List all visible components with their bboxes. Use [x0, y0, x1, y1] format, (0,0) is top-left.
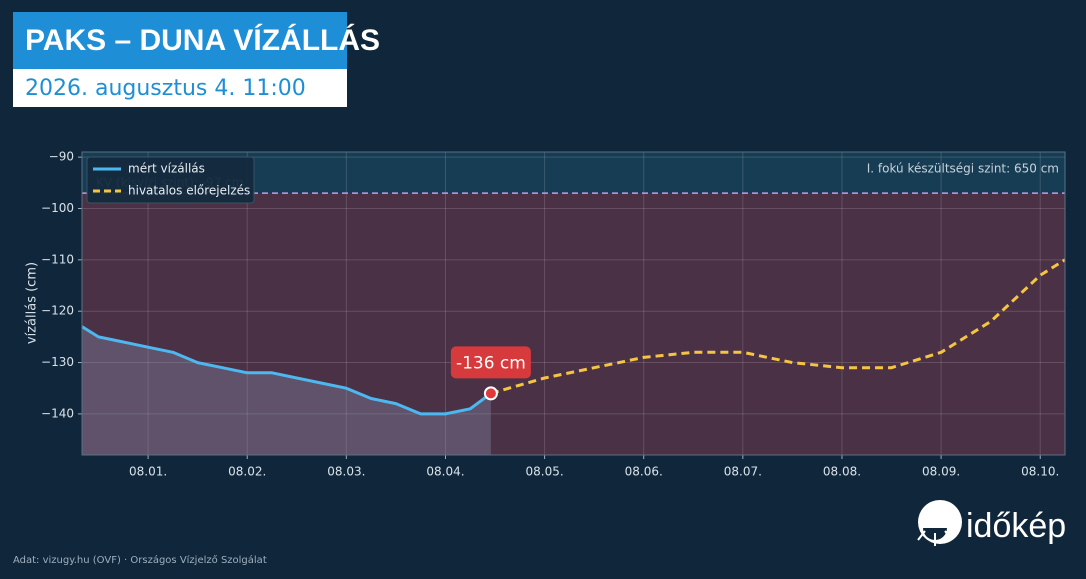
x-tick-label: 08.10.: [1021, 465, 1059, 479]
x-tick-label: 08.09.: [922, 465, 960, 479]
y-tick-label: −120: [41, 304, 74, 318]
x-tick-label: 08.07.: [724, 465, 762, 479]
y-tick-label: −140: [41, 406, 74, 420]
series-line: [81, 325, 492, 416]
chart-title: PAKS – DUNA VÍZÁLLÁS: [25, 23, 380, 57]
legend-box: [86, 156, 255, 204]
x-tick-label: 08.08.: [823, 465, 861, 479]
low-zone: [82, 193, 1065, 455]
annotation-box: [450, 346, 531, 379]
x-tick-label: 08.05.: [526, 465, 564, 479]
x-tick-label: 08.01.: [129, 465, 167, 479]
annotation-label: -136 cm: [456, 353, 526, 373]
y-axis-label: vízállás (cm): [25, 262, 40, 344]
title-box: [13, 12, 347, 69]
area: [82, 326, 491, 455]
source: Adat: vizugy.hu (OVF) · Országos Vízjelz…: [13, 554, 267, 566]
legend-label: mért vízállás: [128, 162, 205, 176]
legend-label: hivatalos előrejelzés: [128, 184, 250, 198]
y-tick-label: −100: [41, 201, 74, 215]
y-tick-label: −110: [41, 252, 74, 266]
plot-frame: [81, 151, 1066, 456]
subtitle-box: [13, 69, 347, 107]
x-tick-label: 08.06.: [625, 465, 663, 479]
x-tick-label: 08.04.: [426, 465, 464, 479]
chart-subtitle: 2026. augusztus 4. 11:00: [25, 76, 306, 101]
plot: −90 −100 −110 −120 −130 −140 08.01. 08.02. 08.03…: [41, 150, 1066, 479]
logo-text: időkép: [966, 507, 1066, 545]
y-tick-label: −90: [49, 150, 74, 164]
x-tick-label: 08.03.: [327, 465, 365, 479]
alert-label: I. fokú készültségi szint: 650 cm: [867, 162, 1059, 176]
logo-icon: [917, 500, 962, 546]
y-tick-label: −130: [41, 355, 74, 369]
x-tick-label: 08.02.: [228, 465, 266, 479]
series-line: [490, 258, 1066, 395]
annotation-point: [483, 386, 498, 401]
